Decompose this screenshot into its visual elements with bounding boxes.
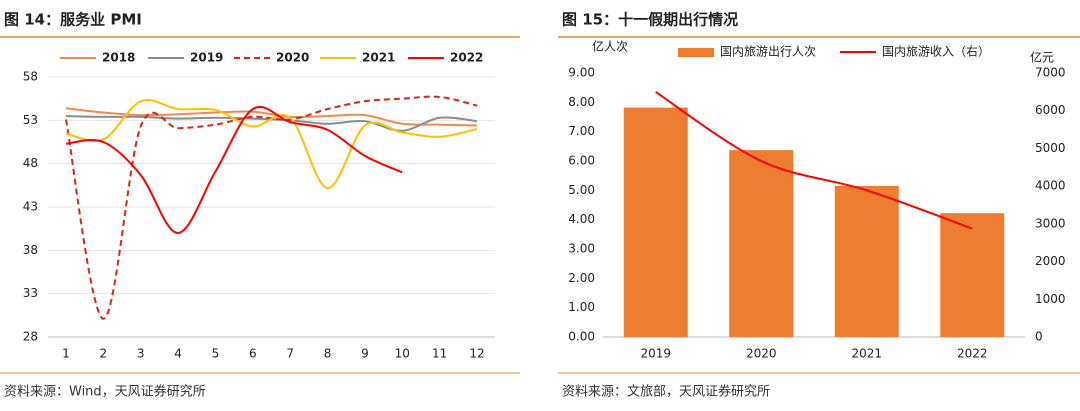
line [655,91,973,230]
legend-label: 国内旅游收入（右） [882,44,990,59]
bar [623,107,688,337]
y-tick-label: 4.00 [568,212,595,226]
y2-axis-label: 亿元 [1030,50,1054,65]
y2-tick-label: 6000 [1035,103,1066,117]
y-tick-label: 1.00 [568,300,595,314]
chart-title: 图 15：十一假期出行情况 [562,11,738,29]
legend-label: 2019 [190,51,223,65]
y-tick-label: 58 [23,70,38,84]
y-axis-label: 亿人次 [592,39,628,54]
y-tick-label: 3.00 [568,242,595,256]
y-tick-label: 6.00 [568,154,595,168]
x-tick-label: 4 [174,347,182,361]
y2-tick-label: 5000 [1035,141,1066,155]
line [65,106,403,235]
y-tick-label: 43 [23,200,38,214]
y-tick-label: 2.00 [568,271,595,285]
legend-label: 2018 [102,51,135,65]
legend-label: 2021 [362,51,395,65]
y-tick-label: 38 [23,243,38,257]
x-tick-label: 5 [212,347,220,361]
x-tick-label: 10 [395,347,410,361]
x-tick-label: 8 [324,347,332,361]
x-tick-label: 1 [62,347,70,361]
source: 资料来源：Wind，天风证券研究所 [4,384,206,400]
x-tick-label: 3 [137,347,145,361]
y-tick-label: 53 [23,113,38,127]
line [65,107,478,127]
x-tick-label: 2021 [851,347,882,361]
y2-tick-label: 3000 [1035,216,1066,230]
legend-label: 2020 [276,51,309,65]
y-tick-label: 33 [23,286,38,300]
y-tick-label: 28 [23,330,38,344]
source: 资料来源：文旅部，天风证券研究所 [562,384,770,400]
legend-swatch [678,48,714,57]
y-tick-label: 8.00 [568,95,595,109]
legend-label: 国内旅游出行人次 [720,45,816,59]
line [65,95,478,320]
y2-tick-label: 0 [1035,330,1043,344]
y-tick-label: 0.00 [568,330,595,344]
x-tick-label: 7 [286,347,294,361]
x-tick-label: 2022 [957,347,988,361]
x-tick-label: 12 [469,347,484,361]
y2-tick-label: 1000 [1035,292,1066,306]
x-tick-label: 2019 [640,347,671,361]
x-tick-label: 9 [361,347,369,361]
line [65,99,478,189]
x-tick-label: 6 [249,347,257,361]
bar [940,213,1005,337]
chart-title: 图 14：服务业 PMI [4,11,142,29]
legend-label: 2022 [450,51,483,65]
x-tick-label: 11 [432,347,447,361]
y2-tick-label: 2000 [1035,254,1066,268]
y-tick-label: 48 [23,156,38,170]
bar [729,150,794,337]
y2-tick-label: 4000 [1035,179,1066,193]
y2-tick-label: 7000 [1035,66,1066,80]
y-tick-label: 7.00 [568,124,595,138]
x-tick-label: 2020 [746,347,777,361]
y-tick-label: 5.00 [568,183,595,197]
x-tick-label: 2 [100,347,108,361]
y-tick-label: 9.00 [568,66,595,80]
bar [834,185,899,337]
